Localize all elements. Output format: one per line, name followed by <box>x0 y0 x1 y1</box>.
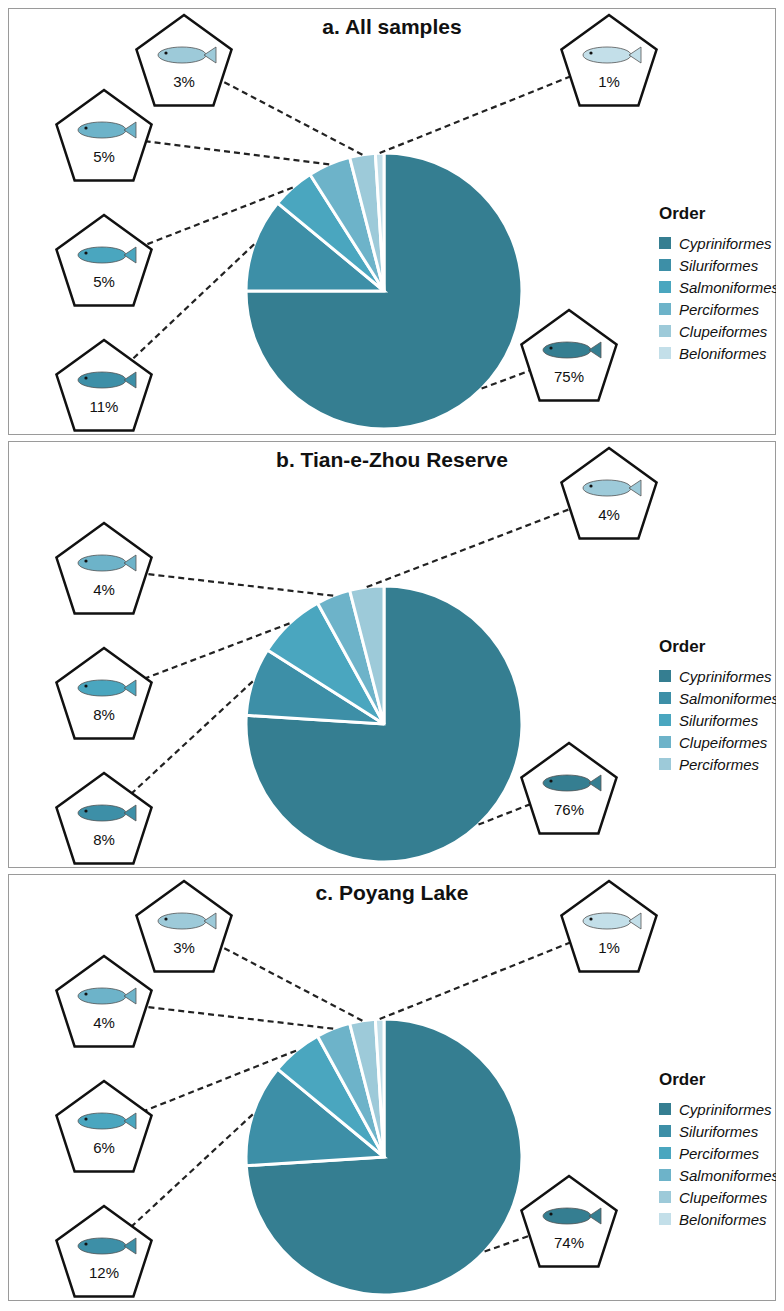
svg-text:4%: 4% <box>93 1014 115 1031</box>
html-text:Salmoniformes: Salmoniformes <box>679 1166 779 1184</box>
svg-text:6%: 6% <box>93 1139 115 1156</box>
html-text:Salmoniformes: Salmoniformes <box>679 689 779 707</box>
svg-text:4%: 4% <box>598 506 620 523</box>
svg-text:1%: 1% <box>598 939 620 956</box>
html-text:Clupeiformes: Clupeiformes <box>679 1188 768 1206</box>
html-text:Order: Order <box>659 637 706 656</box>
svg-text:3%: 3% <box>173 939 195 956</box>
html-text:Salmoniformes: Salmoniformes <box>679 278 779 296</box>
html-text:Beloniformes: Beloniformes <box>679 344 767 362</box>
svg-text:74%: 74% <box>554 1234 584 1251</box>
html-text:Clupeiformes: Clupeiformes <box>679 322 768 340</box>
svg-text:11%: 11% <box>90 398 119 415</box>
svg-text:12%: 12% <box>89 1264 119 1281</box>
svg-text:5%: 5% <box>93 148 115 165</box>
html-text:Cypriniformes: Cypriniformes <box>679 234 772 252</box>
svg-text:3%: 3% <box>173 73 195 90</box>
svg-text:75%: 75% <box>554 368 584 385</box>
html-text:Perciformes: Perciformes <box>679 755 759 773</box>
svg-text:4%: 4% <box>93 581 115 598</box>
html-text:Siluriformes: Siluriformes <box>679 1122 759 1140</box>
svg-text:8%: 8% <box>93 831 115 848</box>
html-text:c. Poyang Lake: c. Poyang Lake <box>315 881 469 904</box>
html-text:Beloniformes: Beloniformes <box>679 1210 767 1228</box>
html-text:Siluriformes: Siluriformes <box>679 256 759 274</box>
html-text:Perciformes: Perciformes <box>679 1144 759 1162</box>
html-text:Order: Order <box>659 204 706 223</box>
html-text:Cypriniformes: Cypriniformes <box>679 1100 772 1118</box>
svg-text:8%: 8% <box>93 706 115 723</box>
html-text:Order: Order <box>659 1070 706 1089</box>
svg-text:76%: 76% <box>554 801 584 818</box>
html-text:Siluriformes: Siluriformes <box>679 711 759 729</box>
svg-text:5%: 5% <box>93 273 115 290</box>
html-text:b. Tian-e-Zhou Reserve: b. Tian-e-Zhou Reserve <box>276 448 508 471</box>
html-text:Perciformes: Perciformes <box>679 300 759 318</box>
html-text:Cypriniformes: Cypriniformes <box>679 667 772 685</box>
html-text:a. All samples: a. All samples <box>322 15 462 38</box>
svg-text:1%: 1% <box>598 73 620 90</box>
html-text:Clupeiformes: Clupeiformes <box>679 733 768 751</box>
